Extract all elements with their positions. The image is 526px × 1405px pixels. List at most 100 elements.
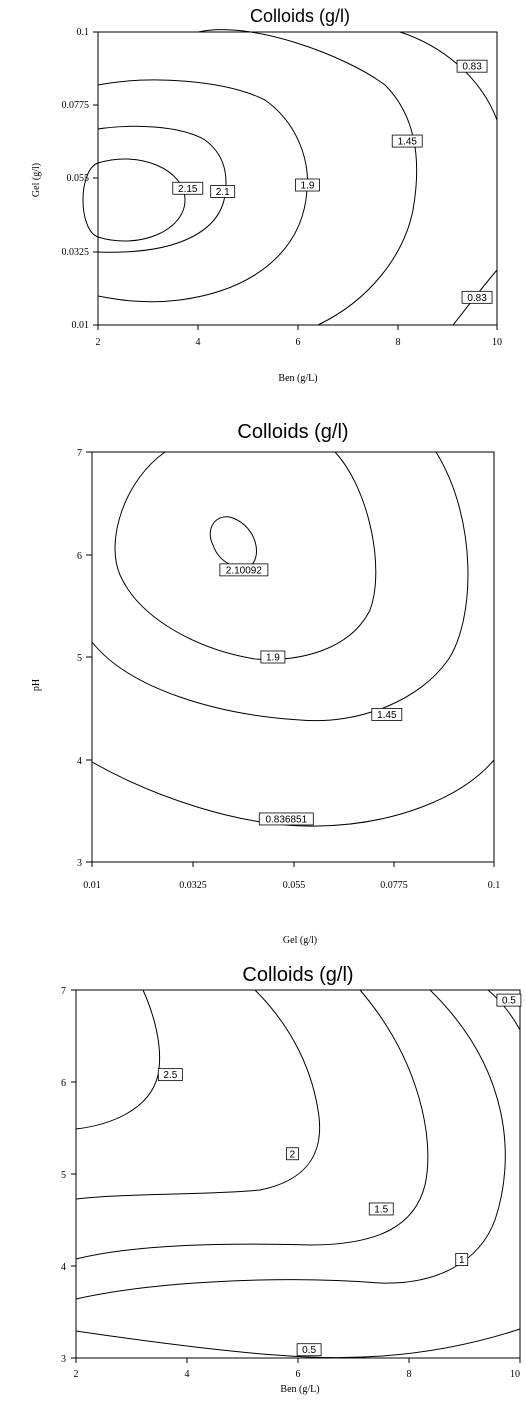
chart-2-contour-line xyxy=(91,451,469,722)
contour-label-box xyxy=(295,178,320,192)
contour-label: 0.836851 xyxy=(258,812,314,826)
contour-label-text: 1.45 xyxy=(397,137,417,148)
contour-label-box xyxy=(286,1147,299,1161)
chart-3-x-tick-label: 4 xyxy=(185,1369,190,1380)
contour-label-box xyxy=(456,59,488,73)
chart-3-y-tick-label: 5 xyxy=(61,1170,66,1181)
chart-1-y-tick-label: 0.0325 xyxy=(62,247,90,258)
chart-2-title: Colloids (g/l) xyxy=(237,421,348,443)
chart-1-x-axis-label: Ben (g/L) xyxy=(278,373,317,384)
contour-label-box xyxy=(157,1068,183,1082)
chart-1-contour-labels: 2.15 2.1 1.9 1.45 0.83 0.83 xyxy=(172,59,493,304)
contour-label-text: 1.9 xyxy=(301,181,315,192)
contour-label: 2.1 xyxy=(210,185,236,198)
contour-label: 2.5 xyxy=(157,1068,183,1082)
chart-1-contour-line xyxy=(82,158,186,242)
chart-2-contour-line xyxy=(209,516,257,568)
chart-2-contours xyxy=(91,451,495,827)
contour-label-text: 1 xyxy=(459,1255,465,1266)
contour-label: 1.9 xyxy=(295,178,320,192)
chart-2-x-axis-label: Gel (g/l) xyxy=(283,935,317,946)
contour-label-text: 0.83 xyxy=(462,62,482,73)
chart-2-y-tick-label: 4 xyxy=(77,756,82,767)
chart-3-x-tick-label: 8 xyxy=(407,1369,412,1380)
chart-1-contour-line xyxy=(399,31,498,121)
chart-3-title: Colloids (g/l) xyxy=(242,964,353,986)
chart-1-y-axis-label: Gel (g/l) xyxy=(31,163,42,197)
chart-2-y-tick-label: 7 xyxy=(77,448,82,459)
contour-label: 0.5 xyxy=(296,1343,322,1357)
chart-1-x-tick-label: 6 xyxy=(296,337,301,348)
contour-label-box xyxy=(368,1202,394,1216)
contour-label: 1 xyxy=(455,1253,469,1266)
chart-3-contour-line xyxy=(75,989,321,1200)
contour-label-text: 1.9 xyxy=(266,653,280,664)
chart-2-plot-frame xyxy=(91,451,495,863)
chart-1-x-tick-label: 10 xyxy=(492,337,502,348)
chart-3-y-tick-label: 6 xyxy=(61,1078,66,1089)
chart-3-x-tick-label: 10 xyxy=(510,1369,520,1380)
contour-label: 2 xyxy=(286,1147,299,1161)
chart-1-contour-line xyxy=(97,125,227,253)
contour-label-text: 1.45 xyxy=(377,710,397,721)
chart-1-x-tick-label: 2 xyxy=(96,337,101,348)
contour-label: 2.15 xyxy=(172,181,204,195)
chart-2-y-tick-label: 3 xyxy=(77,858,82,869)
contour-label-box xyxy=(296,1343,322,1357)
contour-label-box xyxy=(371,708,403,721)
contour-label-box xyxy=(455,1253,469,1266)
contour-label: 2.10092 xyxy=(219,563,269,577)
chart-3-contour-labels: 2.5 2 1.5 1 0.5 0.5 xyxy=(157,993,522,1357)
chart-2-y-tick-label: 6 xyxy=(77,551,82,562)
contour-label-text: 0.836851 xyxy=(265,814,307,825)
chart-3-contour-line xyxy=(75,989,161,1130)
contour-label-box xyxy=(258,812,314,826)
chart-1-x-ticks: 2 4 6 8 10 xyxy=(96,325,502,348)
chart-2-y-ticks: 3 4 5 6 7 xyxy=(77,448,92,869)
contour-label: 0.83 xyxy=(456,59,488,73)
contour-label-text: 1.5 xyxy=(374,1204,388,1215)
contour-label-box xyxy=(210,185,236,198)
chart-3-contour-line xyxy=(75,989,506,1300)
contour-label-box xyxy=(260,650,286,664)
chart-2: Colloids (g/l) pH Gel (g/l) 0.01 0.0325 … xyxy=(31,421,500,946)
chart-3-contour-line xyxy=(487,989,521,1031)
chart-1-y-tick-label: 0.0775 xyxy=(62,100,90,111)
contour-label: 0.5 xyxy=(496,993,522,1007)
chart-2-y-axis-label: pH xyxy=(31,679,42,691)
chart-1-y-tick-label: 0.055 xyxy=(67,173,90,184)
contour-label-text: 0.5 xyxy=(502,996,516,1007)
contour-label-box xyxy=(461,290,493,304)
chart-3-x-ticks: 2 4 6 8 10 xyxy=(74,1358,521,1380)
chart-3-x-tick-label: 6 xyxy=(296,1369,301,1380)
chart-2-contour-line xyxy=(91,759,495,827)
contour-label: 1.9 xyxy=(260,650,286,664)
chart-2-x-ticks: 0.01 0.0325 0.055 0.0775 0.1 xyxy=(83,862,500,891)
contour-label-text: 2 xyxy=(290,1149,296,1160)
chart-1-y-tick-label: 0.1 xyxy=(77,27,90,38)
contour-label: 1.45 xyxy=(371,708,403,721)
chart-2-x-tick-label: 0.0775 xyxy=(380,880,408,891)
chart-3-y-tick-label: 7 xyxy=(61,986,66,997)
chart-3-y-tick-label: 3 xyxy=(61,1354,66,1365)
chart-2-x-tick-label: 0.01 xyxy=(83,880,101,891)
contour-label-text: 2.5 xyxy=(163,1070,177,1081)
chart-1-y-tick-label: 0.01 xyxy=(72,320,90,331)
contour-label-box xyxy=(172,181,204,195)
chart-3-contour-line xyxy=(75,1328,521,1359)
contour-label-text: 0.5 xyxy=(302,1345,316,1356)
contour-label: 1.45 xyxy=(391,134,423,148)
contour-label-box xyxy=(496,993,522,1007)
chart-1-contours xyxy=(82,29,498,326)
chart-2-x-tick-label: 0.055 xyxy=(283,880,306,891)
chart-2-x-tick-label: 0.0325 xyxy=(179,880,207,891)
chart-2-contour-labels: 2.10092 1.9 1.45 0.836851 xyxy=(219,563,403,826)
chart-1-x-tick-label: 8 xyxy=(396,337,401,348)
contour-label-text: 2.1 xyxy=(216,187,230,198)
chart-3: Colloids (g/l) Ben (g/L) 2 4 6 8 10 xyxy=(61,964,522,1395)
chart-1: Colloids (g/l) Gel (g/l) Ben (g/L) 2 4 6… xyxy=(31,6,502,384)
chart-1-y-ticks: 0.01 0.0325 0.055 0.0775 0.1 xyxy=(62,27,98,331)
contour-label-text: 0.83 xyxy=(467,293,487,304)
contour-label-box xyxy=(219,563,269,577)
